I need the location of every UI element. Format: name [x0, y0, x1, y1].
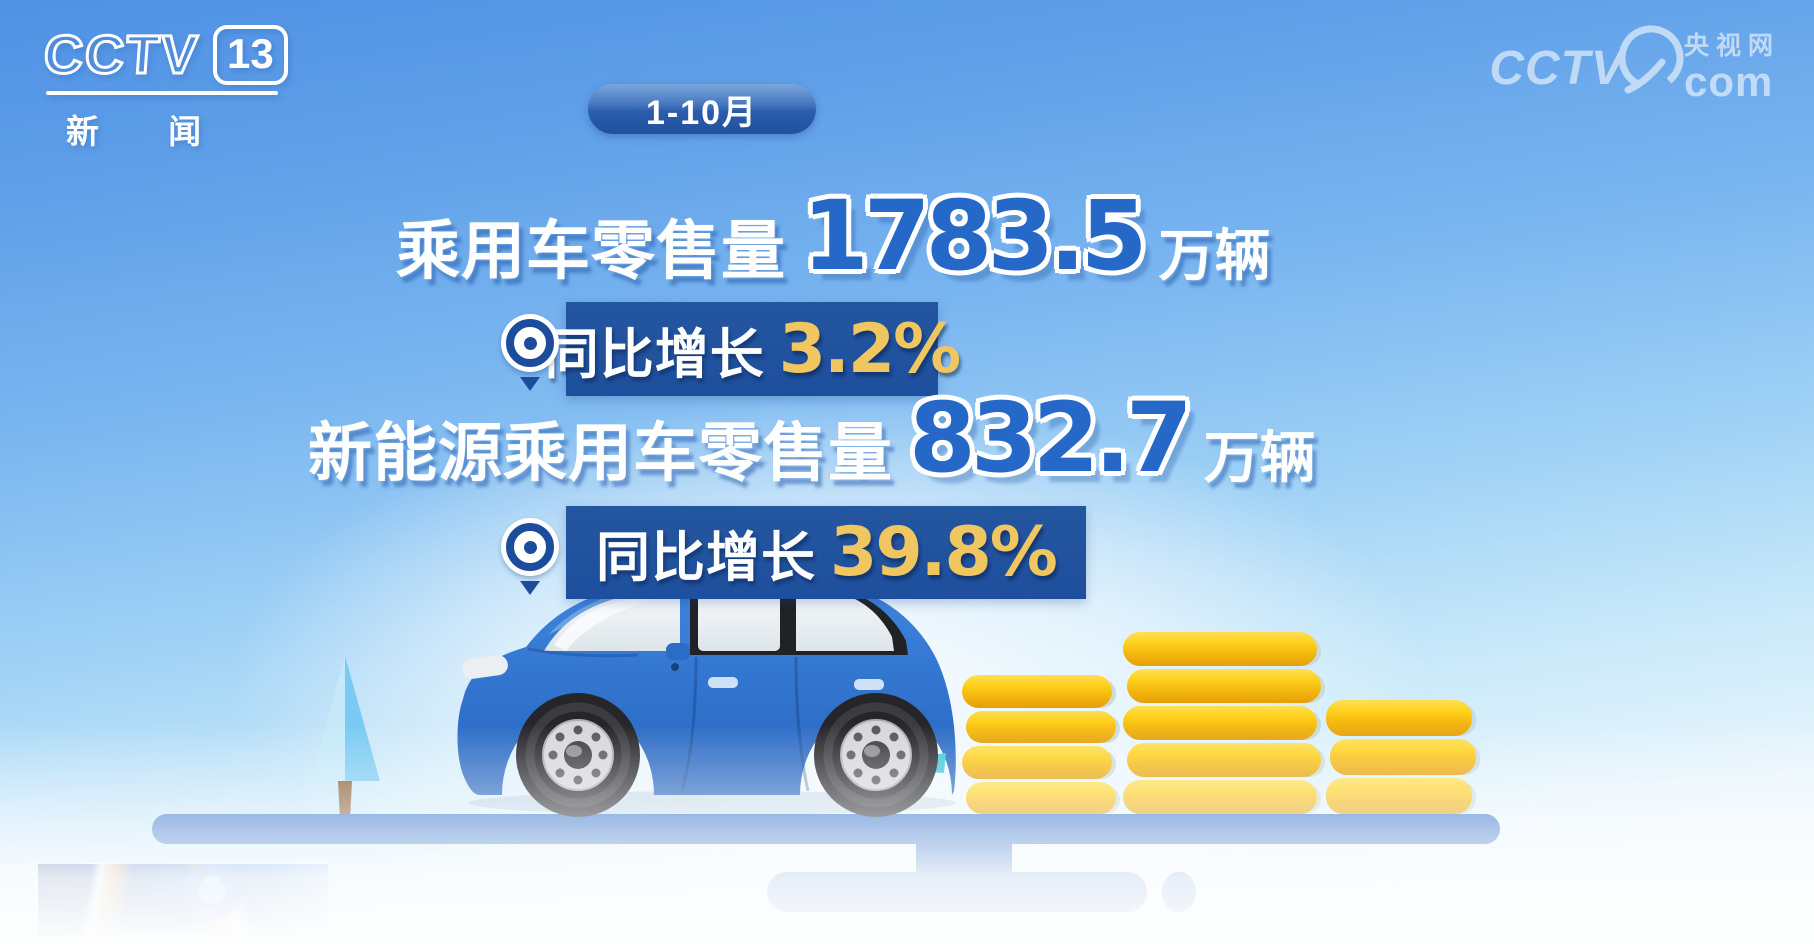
stat-value: 832.7 [909, 382, 1193, 494]
stat-label: 乘用车零售量 [396, 215, 786, 288]
gold-coin [1123, 632, 1317, 666]
cctv13-channel-logo: CCTV 13 新 闻 [40, 24, 288, 153]
stat-line-passenger-cars: 乘用车零售量 1783.5 万辆 [396, 186, 1270, 287]
watermark-brand: CCTV [1489, 41, 1624, 95]
stat-unit: 万辆 [1158, 224, 1271, 288]
watermark-site: 央视网 [1683, 31, 1780, 60]
location-pin-icon [501, 518, 559, 595]
cctv-logo-text: CCTV [40, 24, 202, 87]
channel-number-badge: 13 [213, 24, 288, 86]
channel-name: 新 闻 [66, 113, 232, 150]
stat-value: 1783.5 [802, 180, 1147, 292]
period-badge-label: 1-10月 [645, 93, 759, 132]
location-pin-icon [501, 314, 559, 391]
growth-label: 同比增长 [544, 324, 765, 385]
stat-line-nev-cars: 新能源乘用车零售量 832.7 万辆 [308, 388, 1316, 489]
growth-bar-passenger-cars: 同比增长 3.2% [545, 302, 961, 396]
growth-bar-nev-cars: 同比增长 39.8% [566, 506, 1086, 599]
growth-value: 39.8% [830, 513, 1058, 592]
growth-value: 3.2% [778, 309, 962, 389]
stat-unit: 万辆 [1203, 426, 1316, 490]
growth-label: 同比增长 [596, 528, 817, 588]
gold-coin [1127, 669, 1321, 703]
bottom-fade [0, 724, 1814, 944]
cctv-com-watermark: CCTV 央视网 com [1489, 25, 1780, 105]
watermark-domain: com [1683, 57, 1774, 105]
period-badge: 1-10月 [588, 84, 816, 134]
cctv-globe-icon [1618, 25, 1684, 94]
stat-label: 新能源乘用车零售量 [308, 417, 893, 490]
logo-underline [46, 91, 278, 95]
gold-coin [962, 675, 1112, 708]
